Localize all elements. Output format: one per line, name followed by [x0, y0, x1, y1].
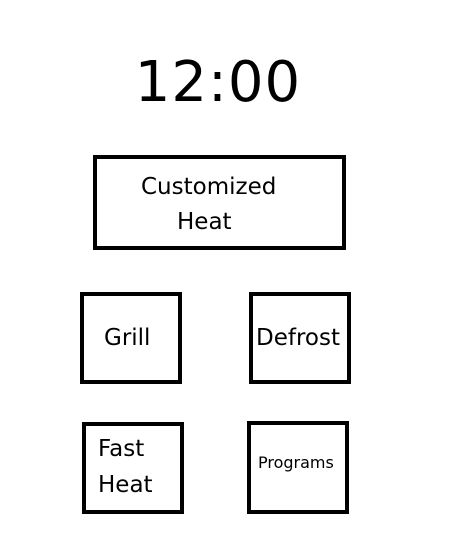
customized-heat-label-line2: Heat — [177, 209, 232, 235]
programs-button[interactable]: Programs — [247, 421, 349, 514]
fast-heat-label-line1: Fast — [98, 436, 145, 462]
fast-heat-button[interactable]: Fast Heat — [82, 422, 184, 514]
defrost-label: Defrost — [256, 325, 340, 351]
defrost-button[interactable]: Defrost — [249, 292, 351, 384]
customized-heat-label-line1: Customized — [141, 174, 277, 200]
grill-label: Grill — [104, 325, 151, 351]
clock-display: 12:00 — [134, 50, 302, 115]
programs-label: Programs — [258, 453, 334, 472]
grill-button[interactable]: Grill — [80, 292, 182, 384]
fast-heat-label-line2: Heat — [98, 472, 153, 498]
customized-heat-button[interactable]: Customized Heat — [93, 155, 346, 250]
